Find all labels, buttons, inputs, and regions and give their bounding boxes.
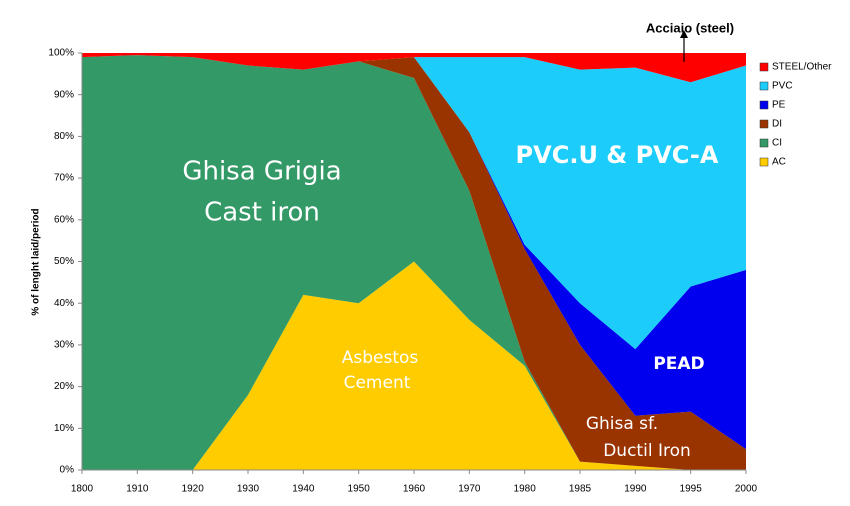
annotation: PVC.U & PVC-A <box>516 141 719 169</box>
x-tick-label: 2000 <box>735 484 758 495</box>
y-tick-label: 50% <box>54 256 74 267</box>
area <box>82 55 746 450</box>
y-tick-label: 100% <box>48 48 74 59</box>
x-tick-label: 1940 <box>292 484 315 495</box>
y-axis-label: % of lenght laid/period <box>31 208 42 315</box>
legend-label: DI <box>772 119 782 130</box>
y-tick-label: 40% <box>54 298 74 309</box>
annotation: Acciaio (steel) <box>646 20 734 35</box>
legend-swatch <box>759 100 769 110</box>
x-tick-label: 1800 <box>71 484 94 495</box>
y-tick-label: 10% <box>54 423 74 434</box>
annotation: Ghisa sf. <box>586 414 658 434</box>
x-tick-label: 1985 <box>569 484 592 495</box>
x-tick-label: 1980 <box>514 484 537 495</box>
x-tick-label: 1920 <box>182 484 205 495</box>
x-tick-label: 1910 <box>126 484 149 495</box>
area <box>82 261 746 470</box>
x-tick-label: 1950 <box>348 484 371 495</box>
y-tick-label: 30% <box>54 340 74 351</box>
annotation: Ductil Iron <box>603 441 691 461</box>
x-tick-label: 1970 <box>458 484 481 495</box>
legend-label: STEEL/Other <box>772 62 832 73</box>
y-tick-label: 20% <box>54 381 74 392</box>
legend-label: PVC <box>772 81 793 92</box>
legend-swatch <box>759 138 769 148</box>
area <box>82 55 746 350</box>
area <box>82 55 746 471</box>
legend-label: AC <box>772 157 786 168</box>
annotation-arrowhead <box>680 30 688 38</box>
plot-area <box>82 53 746 471</box>
y-tick-label: 90% <box>54 89 74 100</box>
x-tick-label: 1995 <box>680 484 703 495</box>
x-tick-label: 1960 <box>403 484 426 495</box>
area <box>82 55 746 471</box>
area <box>82 53 746 83</box>
annotation: Cement <box>344 373 411 393</box>
y-tick-label: 80% <box>54 131 74 142</box>
legend-swatch <box>759 157 769 167</box>
legend-swatch <box>759 81 769 91</box>
legend-label: PE <box>772 100 786 111</box>
y-tick-label: 60% <box>54 214 74 225</box>
y-tick-label: 0% <box>60 465 75 476</box>
annotation: PEAD <box>653 354 704 374</box>
annotation: Asbestos <box>342 348 419 368</box>
legend-swatch <box>759 62 769 72</box>
y-tick-label: 70% <box>54 173 74 184</box>
x-tick-label: 1930 <box>237 484 260 495</box>
x-tick-label: 1990 <box>624 484 647 495</box>
legend-label: CI <box>772 138 782 149</box>
legend-swatch <box>759 119 769 129</box>
annotation: Cast iron <box>204 198 320 228</box>
annotation: Ghisa Grigia <box>182 157 341 187</box>
